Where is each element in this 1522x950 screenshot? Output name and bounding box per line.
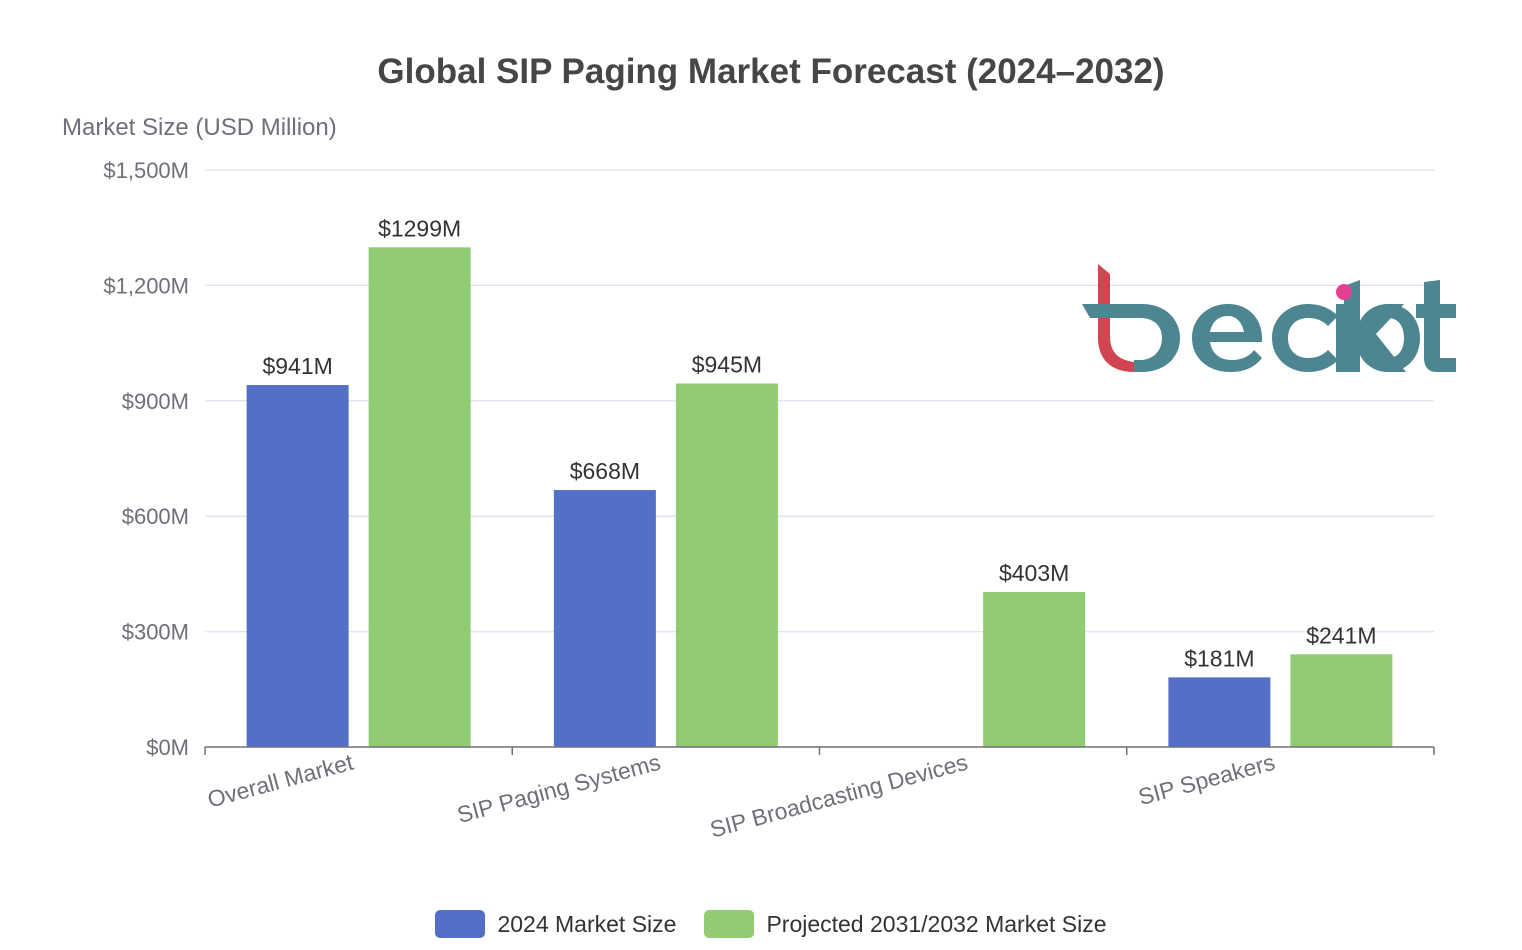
y-axis-title: Market Size (USD Million) <box>62 114 337 141</box>
category-label: SIP Speakers <box>1135 749 1277 810</box>
y-axis-ticks: $0M $300M $600M $900M $1,200M $1,500M <box>103 158 189 760</box>
bar[interactable] <box>246 385 349 747</box>
y-tick-label: $0M <box>146 735 189 760</box>
legend-item-2024[interactable]: 2024 Market Size <box>435 910 676 938</box>
chart-title: Global SIP Paging Market Forecast (2024–… <box>377 52 1165 91</box>
beckiot-logo <box>1082 264 1456 372</box>
legend: 2024 Market Size Projected 2031/2032 Mar… <box>0 910 1522 938</box>
legend-label-2024: 2024 Market Size <box>497 910 677 937</box>
legend-label-projected: Projected 2031/2032 Market Size <box>766 910 1107 937</box>
category-labels: Overall Market SIP Paging Systems SIP Broa… <box>205 749 1278 843</box>
category-label: SIP Paging Systems <box>454 749 663 828</box>
data-label: $181M <box>1184 645 1254 671</box>
data-label: $403M <box>999 560 1069 586</box>
data-label: $241M <box>1306 622 1376 648</box>
data-label: $945M <box>692 351 762 377</box>
bar[interactable] <box>675 383 778 747</box>
bar[interactable] <box>983 591 1086 747</box>
y-tick-label: $1,500M <box>103 158 189 183</box>
legend-swatch-2024 <box>435 910 486 938</box>
data-labels: $941M $668M $181M $1299M $945M $403M $241M <box>262 215 1376 671</box>
category-label: Overall Market <box>205 749 357 813</box>
bar[interactable] <box>1168 677 1271 747</box>
bar[interactable] <box>368 247 471 747</box>
legend-item-projected[interactable]: Projected 2031/2032 Market Size <box>704 910 1107 938</box>
y-tick-label: $600M <box>122 504 189 529</box>
data-label: $668M <box>570 458 640 484</box>
category-label: SIP Broadcasting Devices <box>707 749 970 843</box>
bars <box>246 247 1393 747</box>
data-label: $941M <box>262 353 332 379</box>
y-tick-label: $900M <box>122 389 189 414</box>
data-label: $1299M <box>378 215 461 241</box>
x-axis <box>204 746 1435 755</box>
legend-swatch-projected <box>704 910 755 938</box>
bar[interactable] <box>553 490 656 747</box>
y-tick-label: $1,200M <box>103 273 189 298</box>
bar[interactable] <box>1290 654 1393 747</box>
y-tick-label: $300M <box>122 620 189 645</box>
